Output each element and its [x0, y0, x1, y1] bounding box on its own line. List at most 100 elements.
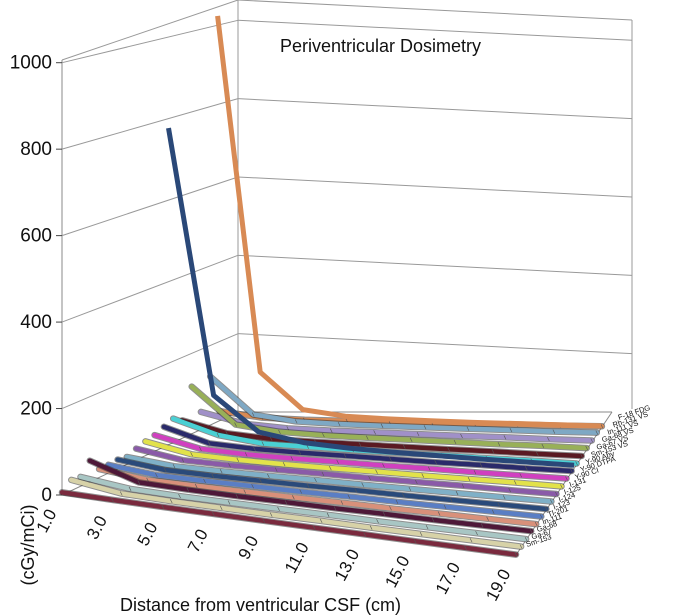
- series-line-in-111: [87, 458, 534, 534]
- x-tick-label: 17.0: [432, 559, 464, 597]
- series-point-ga-68-vs: [234, 422, 237, 427]
- series-point-rh-131-vs: [380, 423, 384, 428]
- series-point-ga-67: [119, 491, 123, 496]
- series-point-in-111: [480, 523, 484, 528]
- series-point-tl-201: [389, 506, 392, 511]
- series-point-i-123: [347, 494, 351, 499]
- series-line-large-peak-blue: [166, 127, 575, 468]
- series-point-rh-131-vs: [251, 412, 255, 417]
- series-point-in-111: [431, 517, 435, 523]
- series-point-i-124: [497, 502, 500, 507]
- series-point-i-123: [299, 489, 303, 494]
- series-point-ga-68: [178, 493, 181, 499]
- series-point-y-90-dtpa: [565, 476, 568, 481]
- series-point-i-125: [502, 495, 506, 500]
- x-tick-label: 15.0: [381, 553, 413, 591]
- series-point-ga-67-vs: [536, 451, 539, 456]
- series-point-rh-131-vs: [466, 426, 470, 431]
- series-point-i-123: [155, 473, 158, 478]
- series-point-in-111: [333, 506, 337, 511]
- series-point-i-124: [163, 467, 167, 473]
- series-point-sm-153: [212, 511, 215, 517]
- series-point-sm-153-vs: [216, 432, 220, 438]
- series-point-tl-201: [340, 500, 344, 505]
- y-tick-label: 0: [41, 485, 52, 506]
- series-point-i-123: [395, 499, 399, 504]
- series-point-ga-68-vs: [541, 443, 545, 449]
- series-point-ga-67: [369, 525, 373, 530]
- x-tick-label: 19.0: [482, 566, 514, 604]
- series-point-i-125: [408, 486, 412, 491]
- series-point-rh-131-vs: [423, 425, 427, 430]
- series-point-y-90-ci: [375, 469, 378, 474]
- series-point-sm-153: [312, 525, 316, 530]
- gridline-left: [61, 254, 239, 323]
- series-line-ga-67-vs: [180, 418, 584, 459]
- series-point-ga-68: [376, 519, 379, 524]
- series-point-i-125: [314, 477, 317, 483]
- series-point-in-111-vs: [329, 428, 333, 433]
- series-point-i-125: [361, 482, 364, 487]
- gridline-left: [61, 98, 239, 150]
- series-line-ga-68: [78, 474, 529, 542]
- series-point-rh-131-vs: [294, 419, 298, 424]
- series-point-sm-153-vs: [575, 461, 578, 466]
- series-line-in-111-vs: [198, 409, 595, 443]
- gridline-back: [237, 333, 633, 355]
- chart-title: Periventricular Dosimetry: [280, 36, 481, 56]
- series-point-ga-67-vs: [580, 453, 583, 459]
- series-point-i-131: [274, 467, 278, 472]
- series-point-y-90-ci: [513, 480, 517, 485]
- series-point-ga-68-vs: [322, 433, 325, 438]
- series-point-ga-68: [277, 506, 280, 511]
- series-point-in-111: [529, 529, 533, 534]
- series-point-sm-153: [111, 497, 114, 503]
- series-point-in-111: [186, 487, 190, 492]
- gridlines: [61, 19, 633, 410]
- series-point-in-111-vs: [547, 437, 550, 442]
- series-point-ga-68: [475, 530, 478, 536]
- series-point-sm-153: [514, 552, 518, 557]
- series-point-i-123: [491, 509, 495, 514]
- series-point-ga-67-vs: [447, 447, 450, 452]
- series-point-f-18-fdg: [600, 424, 604, 429]
- series-point-y-90-dtpa: [336, 459, 339, 465]
- series-point-ga-67: [319, 518, 323, 524]
- back-wall-top-edge: [237, 0, 633, 21]
- series-point-tl-201: [243, 489, 247, 494]
- series-point-i-131: [415, 479, 418, 485]
- series-point-i-125: [172, 464, 176, 469]
- series-line-i-131: [133, 446, 559, 497]
- series-line-large-peak-orange: [215, 15, 601, 429]
- gridline-back: [237, 254, 633, 276]
- series-point-y-90-ci: [560, 484, 563, 489]
- series-point-y-90-dtpa: [199, 446, 202, 451]
- series-point-i-124: [402, 493, 405, 498]
- series-point-sm-153: [262, 518, 266, 523]
- y-tick-label: 800: [20, 139, 52, 160]
- series-point-y-90-aby: [434, 460, 437, 465]
- series-point-i-124: [306, 483, 310, 488]
- series-point-y-90-dtpa: [427, 466, 431, 471]
- series-line-tl-201: [96, 466, 539, 527]
- series-point-ga-68-vs: [278, 429, 281, 434]
- series-point-y-90-dtpa: [290, 456, 294, 461]
- series-point-i-123: [251, 484, 254, 489]
- series-point-i-124: [545, 506, 548, 512]
- y-tick-label: 400: [20, 312, 52, 333]
- series-point-i-125: [267, 473, 270, 478]
- series-point-y-90-ci: [236, 457, 240, 462]
- series-point-sm-153: [161, 504, 165, 510]
- series-point-ga-67-vs: [402, 444, 406, 449]
- x-tick-label: 9.0: [234, 533, 262, 563]
- gridline-back: [237, 19, 633, 41]
- series-point-sm-153: [464, 545, 467, 551]
- series-point-tl-201: [292, 495, 295, 500]
- series-point-ga-67: [519, 544, 523, 549]
- series-point-i-123: [443, 504, 447, 509]
- series-point-ga-67: [419, 531, 423, 537]
- series-point-tl-201: [486, 516, 489, 521]
- series-point-tl-201: [437, 511, 441, 516]
- y-axis-ticks: 0 200 400 600 800 1000: [10, 53, 62, 506]
